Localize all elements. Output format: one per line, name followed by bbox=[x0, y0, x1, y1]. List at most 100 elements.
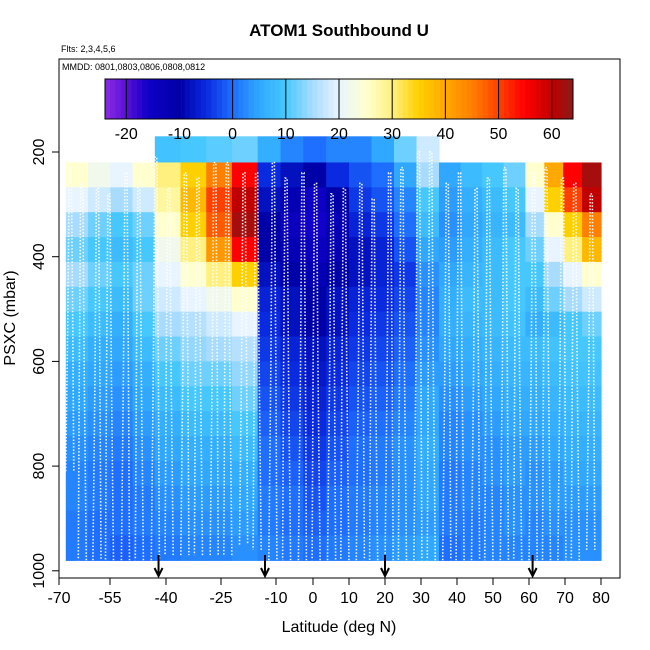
heat-cell bbox=[303, 187, 327, 213]
heat-cell bbox=[482, 361, 505, 387]
heat-cell bbox=[326, 237, 350, 263]
flight-profile-line bbox=[104, 193, 115, 561]
flight-profile-line bbox=[585, 193, 596, 550]
heat-cell bbox=[65, 436, 89, 462]
heat-cell bbox=[110, 286, 134, 313]
heat-cell bbox=[394, 361, 418, 387]
heat-cell bbox=[280, 436, 304, 462]
heat-cell bbox=[88, 187, 111, 213]
heat-cell bbox=[326, 460, 350, 487]
heat-cell bbox=[544, 286, 564, 313]
heat-cell bbox=[206, 436, 233, 462]
heat-cell bbox=[544, 311, 564, 338]
heat-cell bbox=[206, 136, 233, 164]
heat-cell bbox=[563, 311, 583, 338]
heat-cell bbox=[482, 386, 505, 412]
heat-cell bbox=[544, 261, 564, 288]
heat-cell bbox=[525, 162, 545, 188]
colorbar-segment bbox=[243, 79, 250, 119]
heat-cell bbox=[349, 336, 373, 362]
heat-cell bbox=[231, 510, 259, 537]
heat-cell bbox=[132, 460, 156, 487]
x-tick-label: 30 bbox=[412, 590, 430, 607]
heat-cell bbox=[280, 336, 304, 362]
heat-cell bbox=[482, 436, 505, 462]
profile-marker-arrowhead bbox=[380, 567, 390, 579]
heat-cell bbox=[326, 136, 350, 164]
heat-cell bbox=[65, 286, 89, 313]
heat-cell bbox=[303, 361, 327, 387]
flight-profile-line bbox=[164, 187, 174, 556]
heat-cell bbox=[482, 311, 505, 338]
heat-cell bbox=[110, 436, 134, 462]
heat-cell bbox=[88, 237, 111, 263]
heat-cell bbox=[180, 336, 207, 362]
heat-cell bbox=[439, 460, 462, 487]
heat-cell bbox=[180, 311, 207, 338]
profile-marker-arrowhead bbox=[260, 567, 270, 579]
chart-title: ATOM1 Southbound U bbox=[249, 21, 429, 40]
heat-cell bbox=[563, 261, 583, 288]
colorbar-segment bbox=[557, 79, 563, 119]
heat-cell bbox=[326, 286, 350, 313]
colorbar-segment bbox=[354, 79, 361, 119]
heat-cell bbox=[460, 311, 483, 338]
flight-profile-line bbox=[499, 166, 510, 561]
colorbar-segment bbox=[471, 79, 478, 119]
colorbar-segment bbox=[147, 79, 154, 119]
heat-cell bbox=[582, 535, 602, 561]
heat-cell bbox=[303, 386, 327, 412]
heat-cell bbox=[280, 212, 304, 238]
colorbar-segment bbox=[567, 79, 574, 119]
heat-cell bbox=[132, 436, 156, 462]
heat-cell bbox=[280, 535, 304, 561]
heat-cell bbox=[349, 460, 373, 487]
heat-cell bbox=[582, 286, 602, 313]
colorbar-segment bbox=[285, 79, 292, 119]
colorbar-segment bbox=[115, 79, 122, 119]
heat-cell bbox=[371, 510, 395, 537]
heat-cell bbox=[563, 162, 583, 188]
heat-cell bbox=[439, 162, 462, 188]
colorbar-segment bbox=[195, 79, 202, 119]
heat-cell bbox=[582, 212, 602, 238]
heat-cell bbox=[460, 485, 483, 512]
heat-cell bbox=[349, 436, 373, 462]
heat-cell bbox=[110, 261, 134, 288]
profile-marker-arrowhead bbox=[153, 567, 164, 579]
heat-cell bbox=[503, 187, 526, 213]
heat-cell bbox=[460, 386, 483, 412]
heat-cell bbox=[326, 510, 350, 537]
heat-cell bbox=[257, 436, 282, 462]
heat-cell bbox=[132, 212, 156, 238]
heat-cell bbox=[460, 336, 483, 362]
colorbar-segment bbox=[365, 79, 372, 119]
colorbar-segment bbox=[120, 79, 127, 119]
flight-profile-line bbox=[326, 193, 337, 561]
heat-cell bbox=[326, 261, 350, 288]
colorbar-segment bbox=[280, 79, 287, 119]
colorbar-segment bbox=[328, 79, 335, 119]
heat-cell bbox=[582, 311, 602, 338]
heat-cell bbox=[439, 212, 462, 238]
heat-cell bbox=[303, 336, 327, 362]
heat-cell bbox=[349, 386, 373, 412]
heat-cell bbox=[371, 361, 395, 387]
colorbar-segment bbox=[105, 79, 111, 119]
heat-cell bbox=[525, 311, 545, 338]
heat-cell bbox=[394, 261, 418, 288]
heat-cell bbox=[503, 510, 526, 537]
colorbar-segment bbox=[307, 79, 313, 119]
heat-cell bbox=[206, 311, 233, 338]
colorbar-segment bbox=[136, 79, 143, 119]
heat-cell bbox=[371, 535, 395, 561]
colorbar-segment bbox=[450, 79, 457, 119]
colorbar-segment bbox=[562, 79, 569, 119]
heat-cell bbox=[349, 136, 373, 164]
heat-cell bbox=[416, 311, 440, 338]
flight-profile-line bbox=[209, 161, 219, 556]
colorbar-segment bbox=[514, 79, 521, 119]
x-tick-label: 60 bbox=[520, 590, 538, 607]
heat-cell bbox=[525, 460, 545, 487]
colorbar-segment bbox=[291, 79, 297, 119]
